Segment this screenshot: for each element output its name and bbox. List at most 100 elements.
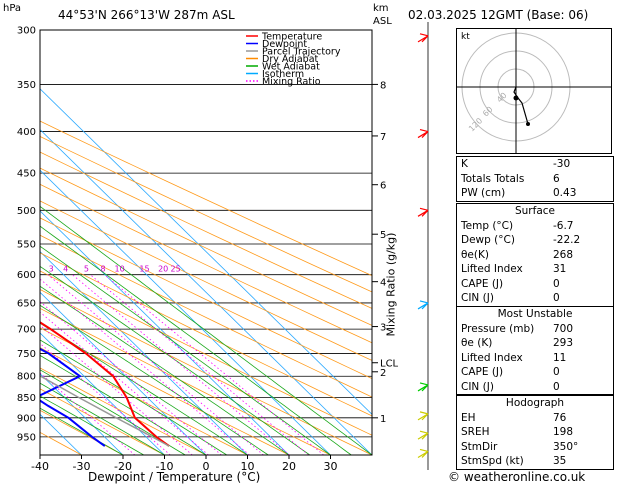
- dry-adiabat-line: [40, 307, 331, 455]
- wet-adiabat-line: [40, 205, 372, 455]
- legend-label: Parcel Trajectory: [262, 47, 341, 58]
- mixing-ratio-line: [104, 274, 324, 455]
- index-row: PW (cm) 0.43: [461, 187, 577, 199]
- dry-adiabat-line: [40, 200, 372, 361]
- wet-adiabat-line: [40, 382, 165, 455]
- x-tick-label: 30: [324, 460, 338, 473]
- index-row: K -30: [461, 158, 571, 170]
- dry-adiabat-line: [40, 217, 372, 379]
- wet-adiabat-line: [40, 304, 269, 455]
- wet-adiabat-line: [40, 225, 352, 455]
- legend-label: Wet Adiabat: [262, 62, 320, 73]
- isotherm-line: [40, 88, 372, 415]
- isotherm-line: [40, 373, 124, 455]
- dry-adiabat-line: [40, 270, 372, 436]
- legend-label: Mixing Ratio: [262, 77, 321, 88]
- wet-adiabat-line: [40, 407, 124, 455]
- copyright-footer: © weatheronline.co.uk: [448, 470, 586, 484]
- dry-adiabat-line: [40, 136, 372, 293]
- indices-table: K -30 Totals Totals 6 PW (cm) 0.43: [456, 156, 614, 202]
- isotherm-line: [40, 251, 248, 455]
- wet-adiabat-line: [40, 369, 186, 455]
- wind-barb: [417, 300, 429, 310]
- dry-adiabat-line: [40, 289, 372, 455]
- km-tick-label: 7: [380, 132, 386, 143]
- dry-adiabat-line: [40, 183, 372, 344]
- surface-row: CIN (J) 0: [461, 292, 560, 304]
- km-tick-label: 1: [380, 414, 386, 425]
- pressure-tick-label: 850: [17, 393, 36, 404]
- asl-unit-label: ASL: [373, 16, 392, 27]
- profile-temperature: [40, 321, 170, 447]
- wet-adiabat-line: [40, 395, 144, 455]
- surface-row: Dewp (°C) -22.2: [461, 234, 581, 246]
- km-tick-label: 8: [380, 80, 386, 91]
- isotherm-line: [40, 210, 290, 455]
- pressure-tick-label: 950: [17, 432, 36, 443]
- location-title: 44°53'N 266°13'W 287m ASL: [58, 8, 235, 22]
- profile-parcel: [40, 374, 170, 447]
- km-tick-label: 5: [380, 230, 386, 241]
- wind-barb: [417, 411, 429, 421]
- wind-barb: [417, 128, 429, 139]
- surface-title: Surface: [514, 205, 555, 217]
- isotherm-line: [40, 291, 207, 455]
- km-tick-label: LCL: [380, 359, 399, 370]
- x-axis-title: Dewpoint / Temperature (°C): [88, 470, 261, 484]
- hpa-unit-label: hPa: [3, 3, 22, 14]
- km-tick-label: 3: [380, 323, 386, 334]
- hodo-row: EH 76: [461, 411, 567, 424]
- mixing-ratio-line: [40, 372, 136, 455]
- mixing-ratio-label: 5: [84, 265, 89, 274]
- x-tick-label: -30: [73, 460, 91, 473]
- legend-label: Dry Adiabat: [262, 54, 319, 65]
- wet-adiabat-line: [40, 339, 228, 455]
- mu-row: θe (K) 293: [461, 337, 574, 349]
- dry-adiabat-line: [40, 388, 165, 455]
- legend-label: Dewpoint: [262, 39, 307, 50]
- dry-adiabat-line: [40, 234, 372, 398]
- mixing-ratio-label: 3: [49, 265, 54, 274]
- mu-row: CAPE (J) 0: [461, 366, 560, 378]
- isotherm-line: [40, 169, 331, 455]
- wind-barb: [417, 33, 429, 43]
- dry-adiabat-line: [40, 167, 372, 326]
- wet-adiabat-line: [40, 354, 207, 455]
- dry-adiabat-line: [40, 431, 82, 455]
- most-unstable-table: Most Unstable Pressure (mb) 700 θe (K) 293…: [456, 306, 614, 395]
- x-tick-label: -10: [156, 460, 174, 473]
- dry-adiabat-line: [40, 151, 372, 309]
- hodograph-table: Hodograph EH 76 SREH 198 StmDir 350° StmSpd…: [456, 395, 614, 470]
- mixing-ratio-line: [90, 274, 309, 455]
- mixing-ratio-label: 15: [139, 265, 149, 274]
- km-unit-label: km: [373, 3, 389, 14]
- km-tick-label: 2: [380, 368, 386, 379]
- legend-label: Isotherm: [262, 69, 304, 80]
- mu-row: Pressure (mb) 700: [461, 322, 574, 335]
- pressure-tick-label: 750: [17, 349, 36, 360]
- pressure-tick-label: 450: [17, 169, 36, 180]
- wet-adiabat-line: [40, 285, 290, 455]
- pressure-tick-label: 300: [17, 26, 36, 37]
- wet-adiabat-line: [40, 265, 311, 455]
- hodograph-unit: kt: [461, 32, 470, 42]
- x-tick-label: -20: [114, 460, 132, 473]
- most-unstable-title: Most Unstable: [497, 308, 573, 320]
- wet-adiabat-line: [40, 322, 248, 455]
- dry-adiabat-line: [40, 327, 290, 455]
- mixing-ratio-line: [72, 274, 290, 455]
- dry-adiabat-line: [40, 409, 124, 455]
- dry-adiabat-line: [40, 347, 248, 455]
- surface-row: Lifted Index 31: [461, 263, 567, 275]
- isotherm-line: [40, 332, 165, 455]
- pressure-tick-label: 900: [17, 413, 36, 424]
- mixing-ratio-label: 25: [171, 265, 181, 274]
- dry-adiabat-line: [40, 120, 372, 277]
- hodo-row: StmSpd (kt) 35: [461, 455, 567, 467]
- x-tick-label: 20: [282, 460, 296, 473]
- dry-adiabat-line: [40, 252, 372, 417]
- mixing-ratio-axis-title: Mixing Ratio (g/kg): [384, 232, 398, 337]
- mixing-ratio-label: 4: [63, 265, 68, 274]
